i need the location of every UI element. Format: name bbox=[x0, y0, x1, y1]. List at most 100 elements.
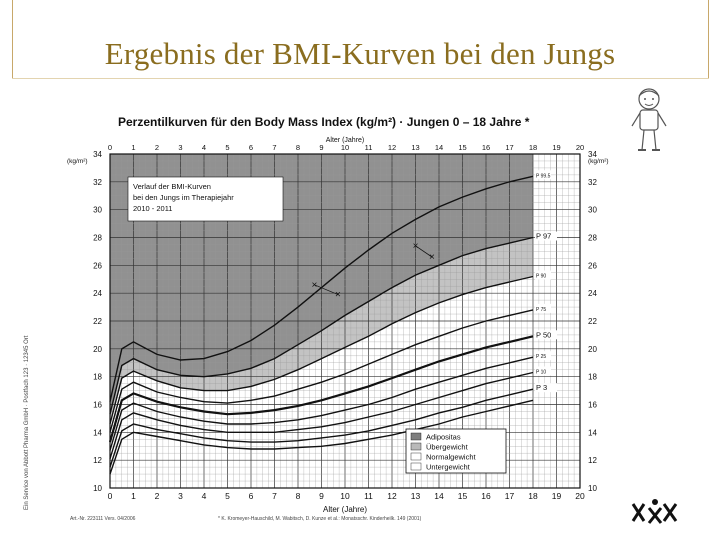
chart-labels: P 99.5 P 97 P 90 P 75 P 50 P 25 P 10 P 3 Perzent… bbox=[67, 115, 609, 522]
x-axis-label-bottom: Alter (Jahre) bbox=[323, 505, 367, 514]
curve-label: P 97 bbox=[536, 232, 551, 241]
y-axis-label-left: (kg/m²) bbox=[67, 158, 88, 165]
x-tick-label-top: 2 bbox=[155, 143, 159, 152]
legend-swatch bbox=[410, 452, 422, 461]
legend-swatch bbox=[410, 432, 422, 441]
x-tick-label-top: 20 bbox=[576, 143, 584, 152]
y-tick-label-right: 20 bbox=[588, 345, 597, 354]
y-tick-label-right: 18 bbox=[588, 373, 597, 382]
percentile-curve bbox=[109, 309, 534, 433]
y-tick-label-left: 22 bbox=[93, 317, 102, 326]
x-tick-label-top: 1 bbox=[131, 143, 135, 152]
percentile-curves bbox=[108, 175, 534, 475]
x-tick-label-top: 15 bbox=[458, 143, 466, 152]
title-frame-left bbox=[12, 0, 13, 78]
percentile-curve bbox=[109, 388, 534, 468]
x-tick-label-bottom: 1 bbox=[131, 491, 136, 501]
x-tick-label-top: 18 bbox=[529, 143, 537, 152]
x-tick-label-top: 3 bbox=[178, 143, 182, 152]
footnote: * K. Kromeyer-Hauschild, M. Wabitsch, D.… bbox=[218, 516, 422, 522]
y-tick-label-left: 12 bbox=[93, 456, 102, 465]
y-tick-label-right: 32 bbox=[588, 178, 597, 187]
x-tick-label-bottom: 10 bbox=[340, 491, 350, 501]
y-tick-label-right: 26 bbox=[588, 261, 597, 270]
boy-figure-icon bbox=[631, 88, 667, 151]
y-tick-label-left: 16 bbox=[93, 401, 102, 410]
x-tick-label-top: 13 bbox=[411, 143, 419, 152]
x-tick-label-bottom: 11 bbox=[364, 491, 373, 501]
patient-mark: × bbox=[312, 280, 318, 291]
percentile-curve bbox=[109, 236, 534, 415]
title-frame-right bbox=[708, 0, 709, 78]
x-tick-label-bottom: 4 bbox=[202, 491, 207, 501]
curve-label-bg bbox=[535, 351, 551, 361]
annotation-line: Verlauf der BMI-Kurven bbox=[133, 182, 211, 191]
curve-label-bg bbox=[535, 330, 557, 340]
y-tick-label-right: 12 bbox=[588, 456, 597, 465]
x-tick-label-bottom: 15 bbox=[458, 491, 468, 501]
x-tick-label-bottom: 3 bbox=[178, 491, 183, 501]
patient-trend-line bbox=[314, 284, 339, 295]
legend-entry: Untergewicht bbox=[426, 463, 471, 472]
y-tick-label-left: 28 bbox=[93, 234, 102, 243]
y-tick-label-left: 24 bbox=[93, 289, 102, 298]
y-tick-label-right: 22 bbox=[588, 317, 597, 326]
x-axis-label-top: Alter (Jahre) bbox=[326, 137, 365, 144]
x-tick-label-top: 10 bbox=[341, 143, 349, 152]
y-tick-label-right: 16 bbox=[588, 401, 597, 410]
x-tick-label-top: 16 bbox=[482, 143, 490, 152]
y-tick-label-left: 32 bbox=[93, 178, 102, 187]
annotation-line: 2010 - 2011 bbox=[133, 204, 172, 213]
x-tick-label-top: 11 bbox=[365, 143, 373, 152]
y-tick-label-left: 20 bbox=[93, 345, 102, 354]
x-tick-label-top: 7 bbox=[272, 143, 276, 152]
x-tick-label-bottom: 9 bbox=[319, 491, 324, 501]
x-tick-label-bottom: 17 bbox=[505, 491, 515, 501]
x-tick-label-top: 4 bbox=[202, 143, 206, 152]
y-tick-label-right: 30 bbox=[588, 206, 597, 215]
y-tick-label-left: 10 bbox=[93, 484, 102, 493]
legend-entry: Normalgewicht bbox=[426, 453, 477, 462]
y-tick-label-left: 30 bbox=[93, 206, 102, 215]
percentile-curve bbox=[109, 175, 534, 402]
curve-label: P 10 bbox=[536, 369, 546, 375]
y-tick-label-left: 14 bbox=[93, 428, 102, 437]
x-tick-label-top: 12 bbox=[388, 143, 396, 152]
x-tick-label-bottom: 8 bbox=[296, 491, 301, 501]
curve-label: P 50 bbox=[536, 330, 551, 339]
patient-trend-line bbox=[415, 245, 433, 258]
curve-label-bg bbox=[535, 383, 557, 393]
patient-mark: × bbox=[429, 252, 435, 263]
patient-marks: ×××× bbox=[312, 241, 436, 301]
y-tick-label-right: 10 bbox=[588, 484, 597, 493]
annotation-line: bei den Jungs im Therapiejahr bbox=[133, 193, 234, 202]
x-tick-label-bottom: 14 bbox=[434, 491, 444, 501]
curve-label: P 3 bbox=[536, 383, 547, 392]
curve-label-bg bbox=[535, 366, 551, 376]
legend-entry: Übergewicht bbox=[426, 443, 469, 452]
x-tick-label-bottom: 13 bbox=[411, 491, 421, 501]
legend-swatch bbox=[410, 462, 422, 471]
curve-label: P 99.5 bbox=[536, 173, 551, 179]
y-tick-label-left: 26 bbox=[93, 261, 102, 270]
x-tick-label-bottom: 12 bbox=[387, 491, 397, 501]
x-tick-label-top: 9 bbox=[319, 143, 323, 152]
y-tick-label-right: 24 bbox=[588, 289, 597, 298]
y-axis-label-right: (kg/m²) bbox=[588, 158, 609, 165]
article-number: Art.-Nr. 223111 Vers. 04/2006 bbox=[70, 516, 136, 522]
x-tick-label-top: 8 bbox=[296, 143, 300, 152]
side-publisher-text: Ein Service von Abbott Pharma GmbH · Pos… bbox=[24, 335, 30, 510]
x-tick-label-bottom: 0 bbox=[108, 491, 113, 501]
curve-label: P 25 bbox=[536, 354, 546, 360]
percentile-curve bbox=[109, 275, 534, 425]
plot-frame bbox=[109, 153, 581, 489]
chart-title: Perzentilkurven für den Body Mass Index … bbox=[118, 115, 530, 129]
x-tick-label-bottom: 5 bbox=[225, 491, 230, 501]
x-tick-label-top: 14 bbox=[435, 143, 443, 152]
x-tick-label-top: 0 bbox=[108, 143, 112, 152]
x-tick-label-bottom: 18 bbox=[528, 491, 538, 501]
y-tick-label-left: 34 bbox=[93, 150, 102, 159]
patient-mark: × bbox=[335, 290, 341, 301]
slide-title: Ergebnis der BMI-Kurven bei den Jungs bbox=[104, 36, 616, 71]
